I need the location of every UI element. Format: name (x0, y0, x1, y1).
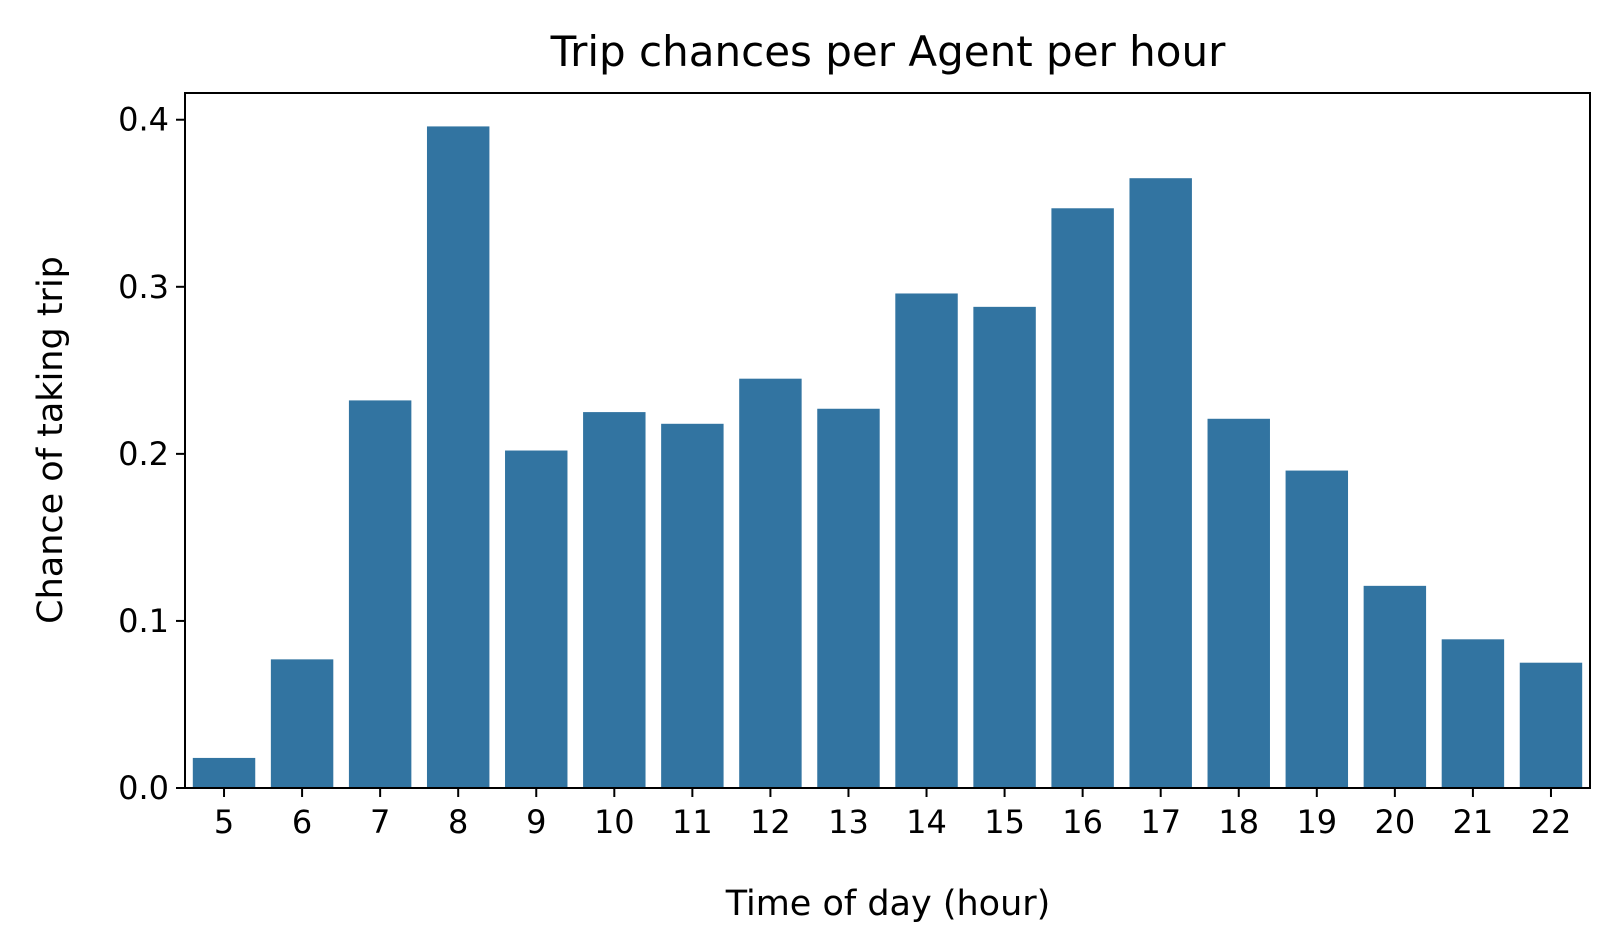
bars-group (192, 126, 1583, 789)
x-tick-label: 14 (906, 803, 947, 841)
bar-19 (1285, 470, 1349, 788)
x-tick-label: 11 (672, 803, 713, 841)
x-tick-label: 20 (1375, 803, 1416, 841)
x-axis-ticks: 5 6 7 8 9 10 11 12 13 14 15 16 17 18 19 20 21 22 (214, 788, 1571, 841)
bar-16 (1051, 208, 1114, 789)
y-tick-label: 0.2 (118, 435, 169, 473)
y-tick-label: 0.1 (118, 602, 169, 640)
y-axis-ticks: 0.0 0.1 0.2 0.3 0.4 (118, 101, 185, 807)
bar-15 (973, 306, 1036, 788)
y-axis-label: Chance of taking trip (31, 256, 71, 624)
bar-9 (505, 450, 568, 788)
x-tick-label: 10 (594, 803, 635, 841)
x-tick-label: 17 (1140, 803, 1181, 841)
bar-14 (895, 293, 958, 788)
x-tick-label: 6 (292, 803, 312, 841)
bar-5 (192, 757, 256, 788)
bar-21 (1441, 639, 1505, 788)
bar-11 (661, 423, 724, 788)
x-tick-label: 8 (448, 803, 468, 841)
bar-17 (1129, 178, 1192, 788)
x-tick-label: 5 (214, 803, 234, 841)
x-tick-label: 9 (526, 803, 546, 841)
x-tick-label: 13 (828, 803, 869, 841)
x-tick-label: 7 (370, 803, 390, 841)
x-tick-label: 18 (1218, 803, 1259, 841)
plot-frame (184, 92, 1591, 789)
bar-12 (739, 378, 802, 788)
x-tick-label: 15 (984, 803, 1025, 841)
bar-7 (348, 400, 412, 788)
bar-18 (1207, 418, 1270, 788)
y-tick-label: 0.4 (118, 101, 169, 139)
x-tick-label: 22 (1531, 803, 1572, 841)
x-tick-label: 16 (1062, 803, 1103, 841)
bar-20 (1363, 585, 1427, 788)
bar-8 (426, 126, 490, 789)
x-axis-label: Time of day (hour) (725, 884, 1051, 924)
x-tick-label: 12 (750, 803, 791, 841)
bar-13 (817, 408, 880, 788)
bar-6 (270, 659, 334, 788)
bar-22 (1519, 662, 1583, 788)
x-tick-label: 21 (1453, 803, 1494, 841)
y-tick-label: 0.0 (118, 769, 169, 807)
chart-title: Trip chances per Agent per hour (550, 27, 1227, 76)
bar-10 (583, 412, 646, 788)
x-tick-label: 19 (1296, 803, 1337, 841)
y-tick-label: 0.3 (118, 268, 169, 306)
